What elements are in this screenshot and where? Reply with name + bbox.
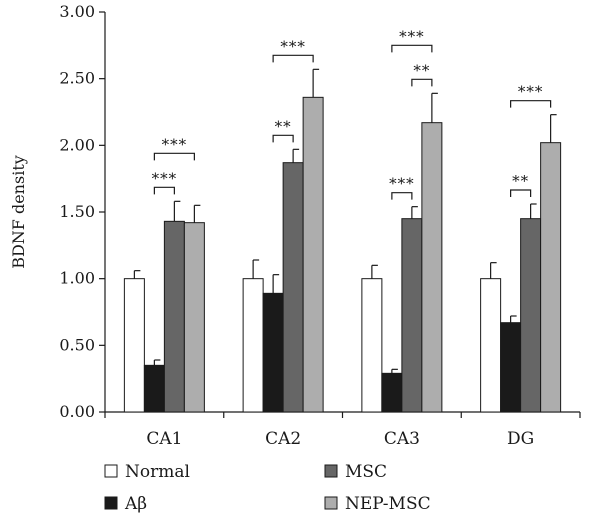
significance-bracket — [510, 100, 552, 108]
plot-area: 0.00 0.50 1.00 1.50 2.00 2.50 3.00 CA1 CA2 CA3 DG *… — [59, 2, 581, 449]
bar — [381, 372, 403, 413]
x-tick-label: DG — [507, 429, 534, 449]
bar — [143, 364, 165, 413]
significance-bracket — [411, 78, 433, 87]
bar — [520, 218, 542, 413]
significance-bracket — [391, 44, 433, 53]
y-tick-label: 3.00 — [59, 2, 95, 21]
legend-swatch — [104, 496, 118, 510]
bar — [262, 292, 284, 413]
legend-label: NEP-MSC — [345, 494, 431, 514]
significance-label: ** — [512, 172, 529, 190]
legend-swatch — [324, 496, 338, 510]
significance-bracket — [153, 152, 195, 161]
bar — [421, 122, 443, 413]
significance-bracket — [272, 54, 314, 63]
y-axis-label: BDNF density — [9, 155, 28, 269]
bar — [361, 278, 383, 413]
significance-label: *** — [389, 175, 415, 193]
x-tick-label: CA2 — [265, 429, 301, 449]
significance-label: ** — [413, 61, 430, 79]
bar — [500, 322, 522, 413]
legend-label: Normal — [125, 462, 190, 482]
significance-bracket — [510, 189, 532, 197]
legend: Normal Aβ MSC NEP-MSC — [104, 462, 431, 514]
legend-label: Aβ — [124, 494, 147, 514]
y-tick-label: 0.00 — [59, 402, 95, 421]
bar — [123, 278, 145, 413]
significance-bracket — [153, 186, 175, 195]
y-tick-label: 2.50 — [59, 69, 95, 88]
bar — [302, 96, 324, 413]
y-tick-label: 2.00 — [59, 135, 95, 154]
significance-bracket — [272, 134, 294, 143]
y-tick-label: 1.50 — [59, 202, 95, 221]
significance-label: *** — [518, 83, 544, 101]
legend-swatch — [104, 464, 118, 478]
bar — [282, 162, 304, 413]
bar — [183, 222, 205, 413]
bar — [401, 218, 423, 413]
y-tick-label: 0.50 — [59, 335, 95, 354]
x-tick-label: CA1 — [146, 429, 182, 449]
significance-label: ** — [275, 117, 292, 135]
legend-label: MSC — [345, 462, 387, 482]
significance-label: *** — [280, 37, 306, 55]
significance-label: *** — [162, 135, 188, 153]
bar — [242, 278, 264, 413]
significance-label: *** — [399, 27, 425, 45]
bar — [163, 220, 185, 413]
y-tick-label: 1.00 — [59, 269, 95, 288]
bar — [480, 278, 502, 413]
significance-label: *** — [152, 169, 178, 187]
x-tick-label: CA3 — [384, 429, 420, 449]
legend-swatch — [324, 464, 338, 478]
significance-bracket — [391, 192, 413, 200]
bar — [540, 142, 562, 413]
